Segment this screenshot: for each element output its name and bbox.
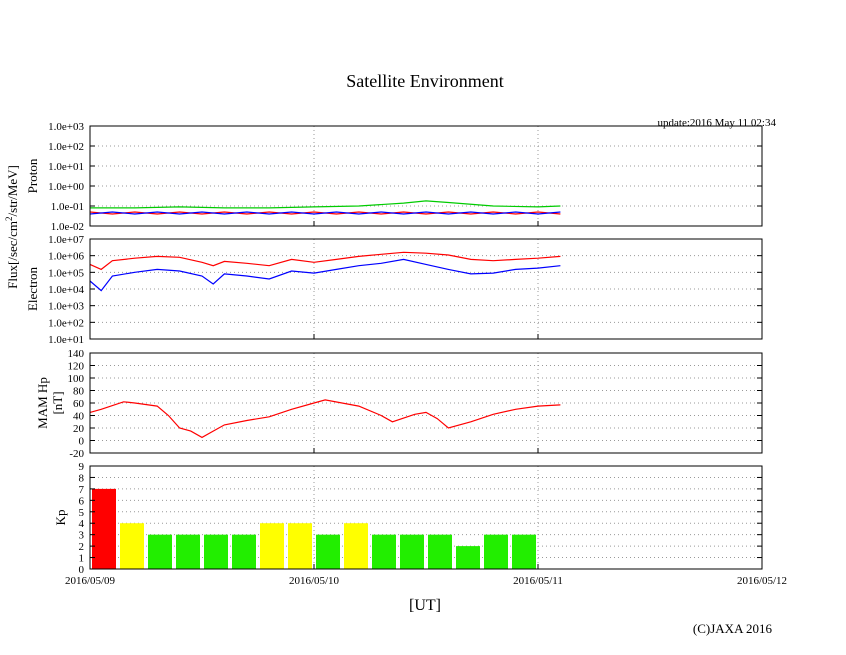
- y-tick-label: 100: [68, 373, 85, 385]
- y-tick-label: 1.0e+01: [48, 161, 84, 173]
- kp-bar: [148, 534, 172, 569]
- y-tick-label: 0: [79, 436, 85, 448]
- kp-bar: [288, 523, 312, 569]
- kp-bar: [428, 534, 452, 569]
- chart-title: Satellite Environment: [346, 71, 503, 91]
- y-tick-label: 1.0e+02: [48, 317, 84, 329]
- y-tick-label: 1.0e+04: [48, 284, 84, 296]
- panel-ylabel-unit: [nT]: [50, 391, 65, 414]
- y-tick-label: -20: [69, 448, 84, 460]
- y-tick-label: 0: [79, 564, 85, 576]
- panel-frame: [89, 125, 763, 227]
- y-tick-label: 1.0e+02: [48, 141, 84, 153]
- panel-electron: 1.0e+01 1.0e+02 1.0e+03 1.0e+04 1.0e+05 1.0e+…: [25, 234, 763, 346]
- y-tick-label: 1.0e-02: [51, 221, 84, 233]
- y-tick-label: 1.0e+00: [48, 181, 84, 193]
- kp-bar: [512, 534, 536, 569]
- series-line: [89, 399, 561, 439]
- x-tick-label: 2016/05/11: [513, 575, 563, 587]
- y-tick-label: 4: [79, 518, 85, 530]
- y-tick-label: 80: [73, 386, 85, 398]
- kp-bar: [344, 523, 368, 569]
- panel-ylabel: MAM Hp: [35, 377, 50, 429]
- y-tick-label: 1.0e+03: [48, 301, 84, 313]
- y-tick-label: 1.0e+06: [48, 251, 84, 263]
- y-tick-label: 3: [79, 530, 85, 542]
- copyright: (C)JAXA 2016: [693, 621, 773, 636]
- y-tick-label: 1.0e+03: [48, 121, 84, 133]
- kp-bar: [92, 488, 116, 569]
- kp-bar: [484, 534, 508, 569]
- y-tick-label: 40: [73, 411, 85, 423]
- chart-panels: 1.0e-021.0e-011.0e+001.0e+011.0e+021.0e+…: [25, 121, 763, 576]
- y-tick-label: 120: [68, 361, 85, 373]
- flux-ylabel: Flux[/sec/cm2/str/MeV]: [4, 165, 20, 289]
- y-tick-label: 6: [79, 495, 85, 507]
- panel-ylabel: Proton: [25, 158, 40, 193]
- panel-ylabel: Electron: [25, 266, 40, 311]
- update-timestamp: update:2016 May 11 02:34: [658, 117, 777, 129]
- y-tick-label: 7: [79, 484, 85, 496]
- series-line: [90, 200, 561, 209]
- panel-frame: [89, 465, 763, 570]
- y-tick-label: 8: [79, 472, 85, 484]
- kp-bar: [316, 534, 340, 569]
- kp-bar: [456, 546, 480, 569]
- x-tick-label: 2016/05/12: [737, 575, 787, 587]
- kp-bar: [372, 534, 396, 569]
- kp-bar: [176, 534, 200, 569]
- x-tick-label: 2016/05/09: [65, 575, 116, 587]
- y-tick-label: 1.0e+05: [48, 267, 84, 279]
- y-tick-label: 60: [73, 398, 85, 410]
- x-tick-label: 2016/05/10: [289, 575, 340, 587]
- kp-bar: [400, 534, 424, 569]
- y-tick-label: 1.0e+01: [48, 334, 84, 346]
- panel-ylabel: Kp: [53, 510, 68, 526]
- x-axis-ticks: 2016/05/09 2016/05/10 2016/05/11 2016/05/12: [65, 575, 787, 587]
- y-tick-label: 5: [79, 507, 85, 519]
- kp-bar: [232, 534, 256, 569]
- series-line: [89, 211, 561, 215]
- series-line: [89, 251, 561, 271]
- y-tick-label: 1.0e-01: [51, 201, 84, 213]
- kp-bar: [260, 523, 284, 569]
- panel-proton: 1.0e-02 1.0e-01 1.0e+00 1.0e+01 1.0e+02 1.0e+…: [25, 121, 763, 233]
- y-tick-label: 9: [79, 461, 85, 473]
- y-tick-label: 1.0e+07: [48, 234, 84, 246]
- y-tick-label: 2: [79, 541, 85, 553]
- x-axis-label: [UT]: [409, 597, 441, 614]
- kp-bar: [120, 523, 144, 569]
- y-tick-label: 20: [73, 423, 85, 435]
- y-tick-label: 1: [79, 553, 85, 565]
- kp-bar: [204, 534, 228, 569]
- y-tick-label: 140: [68, 348, 85, 360]
- series-line: [89, 258, 561, 292]
